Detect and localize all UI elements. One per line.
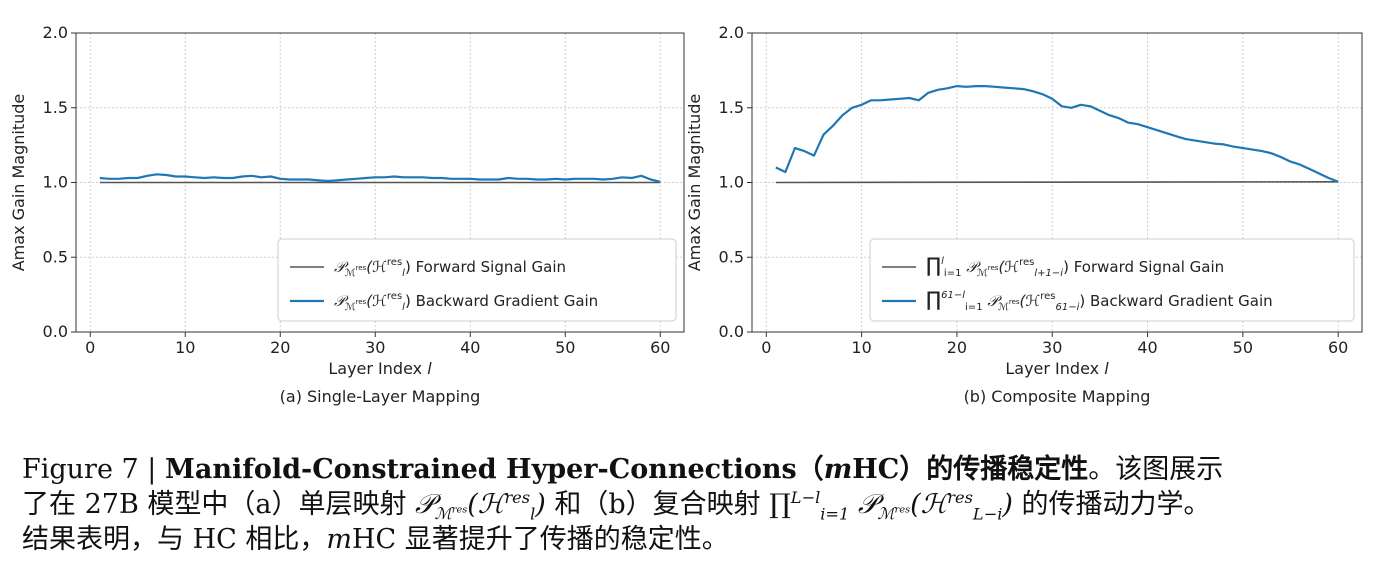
x-tick-label: 30 <box>1042 338 1062 357</box>
x-tick-label: 10 <box>851 338 871 357</box>
x-tick-label: 40 <box>1137 338 1157 357</box>
caption-line-3-a: 结果表明，与 HC 相比， <box>22 524 327 555</box>
legend-label: 𝒫ℳres(ℋresl) Backward Gradient Gain <box>334 291 598 313</box>
legend-box <box>869 238 1355 322</box>
caption-line-2-c: 的传播动力学。 <box>1012 489 1211 520</box>
y-tick-label: 1.0 <box>43 173 68 192</box>
chart-subtitle: (a) Single-Layer Mapping <box>280 387 481 406</box>
y-axis-label: Amax Gain Magnitude <box>685 94 704 272</box>
x-tick-label: 60 <box>650 338 670 357</box>
x-tick-label: 20 <box>270 338 290 357</box>
x-tick-label: 60 <box>1328 338 1348 357</box>
chart-b: 0 10 20 30 40 50 60 0.0 0.5 1.0 1.5 2.0 Layer Index … <box>685 23 1363 406</box>
legend-box <box>277 238 677 322</box>
y-tick-label: 1.5 <box>719 98 744 117</box>
figure-caption: Figure 7 | Manifold-Constrained Hyper-Co… <box>22 452 1392 557</box>
x-tick-label: 40 <box>460 338 480 357</box>
caption-line-3-m: m <box>326 524 352 555</box>
series-line-backward <box>775 84 1339 183</box>
x-tick-label: 30 <box>365 338 385 357</box>
legend-label: ∏li=1 𝒫ℳres(ℋresl+1−i) Forward Signal Ga… <box>926 253 1224 279</box>
caption-line-2-a: 了在 27B 模型中（a）单层映射 <box>22 489 416 520</box>
legend-label: 𝒫ℳres(ℋresl) Forward Signal Gain <box>334 257 566 279</box>
y-axis-label: Amax Gain Magnitude <box>9 94 28 272</box>
x-tick-label: 50 <box>1233 338 1253 357</box>
x-axis-label: Layer Index l <box>1005 359 1109 378</box>
caption-math-single: 𝒫ℳres(ℋresl) <box>415 488 546 524</box>
caption-line-3: 结果表明，与 HC 相比，mHC 显著提升了传播的稳定性。 <box>22 522 1392 557</box>
chart-subtitle: (b) Composite Mapping <box>964 387 1151 406</box>
y-tick-label: 2.0 <box>719 23 744 42</box>
charts-svg: 0 10 20 30 40 50 60 0.0 0.5 1.0 1.5 2.0 Layer Index … <box>9 23 1363 406</box>
plot-frame <box>75 32 685 333</box>
caption-line-1-rest: 。该图展示 <box>1088 454 1224 485</box>
x-tick-label: 50 <box>555 338 575 357</box>
y-tick-label: 0.5 <box>43 247 68 266</box>
caption-title-m: m <box>823 454 853 485</box>
caption-line-1: Figure 7 | Manifold-Constrained Hyper-Co… <box>22 452 1392 487</box>
caption-line-2-b: 和（b）复合映射 <box>545 489 770 520</box>
caption-title-b: HC）的传播稳定性 <box>852 454 1089 485</box>
series-line-backward <box>99 173 661 183</box>
caption-line-3-b: HC 显著提升了传播的稳定性。 <box>351 524 729 555</box>
y-tick-label: 2.0 <box>43 23 68 42</box>
y-tick-label: 1.5 <box>43 98 68 117</box>
caption-line-2: 了在 27B 模型中（a）单层映射 𝒫ℳres(ℋresl) 和（b）复合映射 … <box>22 487 1392 522</box>
caption-title-a: Manifold-Constrained Hyper-Connections（ <box>164 454 824 485</box>
x-tick-label: 0 <box>761 338 771 357</box>
x-tick-label: 10 <box>175 338 195 357</box>
y-tick-label: 0.0 <box>43 322 68 341</box>
x-axis-label: Layer Index l <box>328 359 432 378</box>
y-tick-label: 0.0 <box>719 322 744 341</box>
caption-math-composite: ∏L−li=1 𝒫ℳres(ℋresL−i) <box>769 488 1013 524</box>
series-line-forward <box>775 181 1339 184</box>
legend-label: ∏61−li=1 𝒫ℳres(ℋres61−i) Backward Gradie… <box>926 287 1273 313</box>
y-tick-label: 0.5 <box>719 247 744 266</box>
caption-figure-label: Figure 7 | <box>22 454 165 485</box>
x-tick-label: 20 <box>947 338 967 357</box>
x-tick-label: 0 <box>85 338 95 357</box>
chart-a: 0 10 20 30 40 50 60 0.0 0.5 1.0 1.5 2.0 Layer Index … <box>9 23 685 406</box>
y-tick-label: 1.0 <box>719 173 744 192</box>
plot-frame <box>751 32 1363 333</box>
